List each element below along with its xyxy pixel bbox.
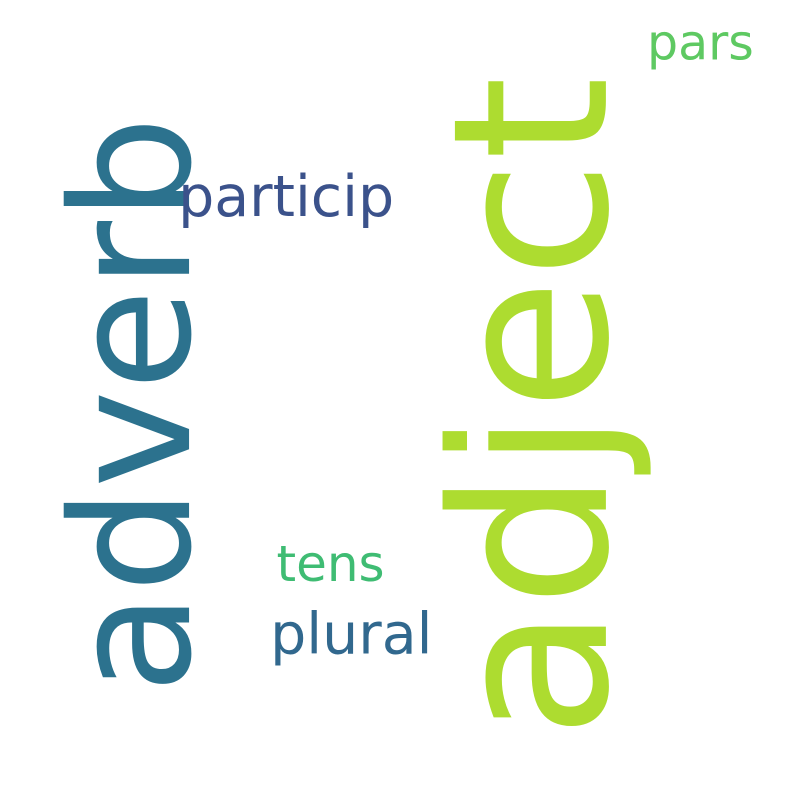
word-pars: pars: [646, 13, 754, 72]
word-tens: tens: [276, 535, 386, 594]
word-plural: plural: [270, 599, 433, 667]
word-adject: adject: [406, 76, 658, 739]
word-particip: particip: [178, 162, 395, 230]
